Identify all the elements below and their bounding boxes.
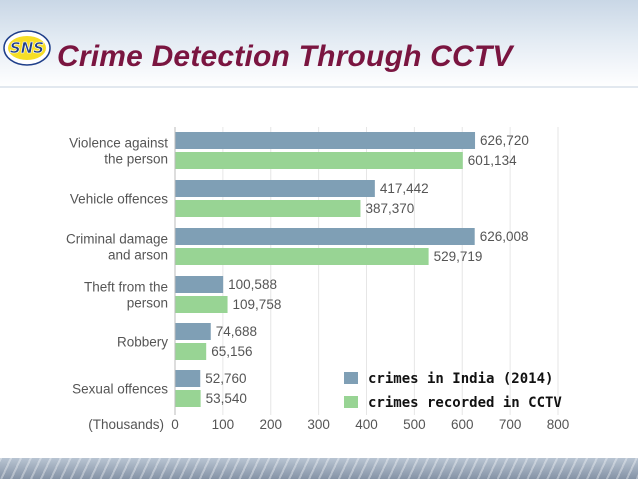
data-label: 601,134 [468,153,517,168]
bar-india-2014-1 [175,180,375,197]
legend-swatch-1 [344,396,358,408]
bar-cctv-3 [175,296,228,313]
x-tick-label: 0 [171,417,179,432]
category-label: Criminal damage and arson [66,232,168,263]
slide-footer-band [0,458,638,479]
bar-cctv-4 [175,343,207,360]
x-tick-label: 600 [451,417,474,432]
bar-cctv-5 [175,390,201,407]
data-label: 109,758 [233,297,282,312]
x-tick-label: 400 [355,417,378,432]
bar-india-2014-3 [175,276,224,293]
data-label: 74,688 [216,324,257,339]
bar-cctv-0 [175,152,463,169]
bar-cctv-2 [175,248,429,265]
data-label: 53,540 [206,391,247,406]
bar-india-2014-4 [175,323,211,340]
bar-india-2014-0 [175,132,476,149]
x-tick-label: 300 [307,417,330,432]
data-label: 65,156 [211,344,252,359]
logo-text: SNS [10,39,44,57]
data-label: 100,588 [228,277,277,292]
slide-title: Crime Detection Through CCTV [57,40,513,73]
category-label: Theft from the person [84,280,168,311]
slide-footer-texture [0,458,638,479]
bar-india-2014-2 [175,228,475,245]
slide-header-background [0,0,638,88]
data-label: 387,370 [365,201,414,216]
legend-swatch-0 [344,372,358,384]
x-tick-label: 200 [259,417,282,432]
legend-label-0: crimes in India (2014) [368,371,553,387]
x-tick-label: 100 [212,417,235,432]
category-label: Robbery [117,335,168,350]
legend-label-1: crimes recorded in CCTV [368,395,562,411]
category-label: Sexual offences [72,382,168,397]
category-label: Vehicle offences [70,192,168,207]
data-label: 626,720 [480,133,529,148]
sns-logo: SNS [3,30,51,66]
bar-india-2014-5 [175,370,201,387]
data-label: 529,719 [434,249,483,264]
x-axis-units-label: (Thousands) [88,417,164,432]
x-tick-label: 800 [547,417,570,432]
x-tick-label: 700 [499,417,522,432]
category-label: Violence against the person [69,136,168,167]
x-tick-label: 500 [403,417,426,432]
bar-cctv-1 [175,200,361,217]
header-divider [0,86,638,88]
data-label: 52,760 [205,371,246,386]
data-label: 626,008 [480,229,529,244]
data-label: 417,442 [380,181,429,196]
